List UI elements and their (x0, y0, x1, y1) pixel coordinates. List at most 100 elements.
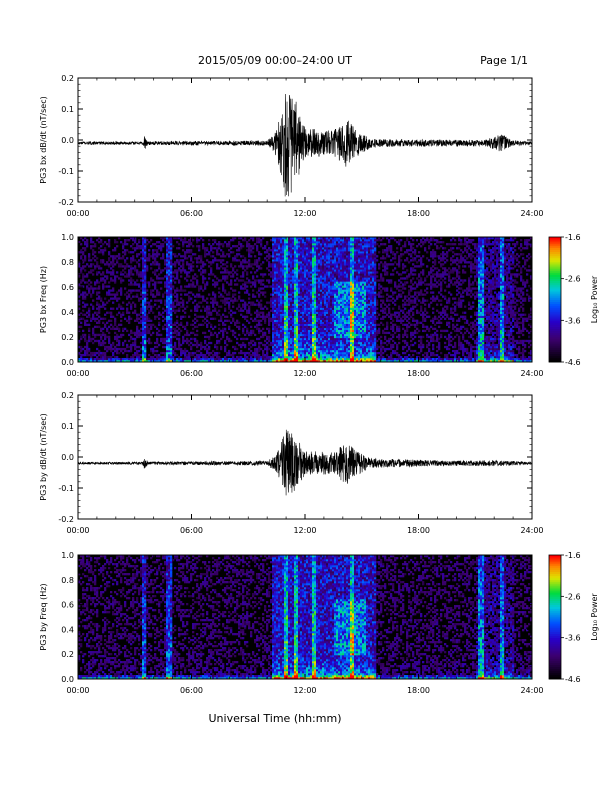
spectrogram-cell (308, 281, 311, 284)
spectrogram-cell (128, 283, 131, 286)
spectrogram-cell (312, 273, 315, 276)
spectrogram-cell (196, 261, 199, 264)
spectrogram-cell (186, 337, 189, 341)
spectrogram-cell (84, 339, 87, 343)
spectrogram-cell (278, 329, 281, 333)
spectrogram-cell (148, 341, 151, 345)
spectrogram-cell (272, 335, 275, 339)
spectrogram-cell (264, 355, 267, 359)
spectrogram-cell (180, 287, 183, 290)
spectrogram-cell (190, 267, 193, 270)
spectrogram-cell (298, 277, 301, 280)
spectrogram-cell (282, 283, 285, 286)
spectrogram-cell (280, 295, 283, 298)
spectrogram-cell (236, 337, 239, 341)
spectrogram-cell (304, 339, 307, 343)
spectrogram-cell (174, 327, 177, 331)
spectrogram-cell (336, 329, 339, 333)
spectrogram-cell (242, 275, 245, 278)
spectrogram-cell (232, 293, 235, 296)
spectrogram-cell (294, 337, 297, 341)
spectrogram-cell (332, 249, 335, 252)
spectrogram-cell (170, 351, 173, 355)
spectrogram-cell (100, 317, 103, 320)
spectrogram-cell (314, 261, 317, 264)
spectrogram-cell (330, 283, 333, 286)
spectrogram-cell (142, 337, 145, 341)
spectrogram-cell (178, 359, 181, 363)
spectrogram-cell (312, 317, 315, 320)
spectrogram-cell (330, 243, 333, 246)
spectrogram-cell (336, 323, 339, 327)
spectrogram-cell (336, 289, 339, 292)
spectrogram-cell (330, 341, 333, 345)
spectrogram-cell (322, 285, 325, 288)
spectrogram-cell (334, 249, 337, 252)
spectrogram-cell (248, 253, 251, 256)
spectrogram-cell (306, 315, 309, 318)
spectrogram-cell (166, 237, 169, 240)
spectrogram-cell (298, 349, 301, 353)
spectrogram-cell (188, 251, 191, 254)
spectrogram-cell (292, 355, 295, 359)
spectrogram-cell (110, 345, 113, 349)
spectrogram-cell (242, 279, 245, 282)
spectrogram-cell (304, 283, 307, 286)
spectrogram-cell (160, 287, 163, 290)
spectrogram-cell (274, 277, 277, 280)
spectrogram-cell (338, 321, 341, 324)
spectrogram-cell (298, 325, 301, 329)
spectrogram-cell (130, 261, 133, 264)
spectrogram-cell (228, 337, 231, 341)
spectrogram-cell (182, 357, 185, 361)
spectrogram-cell (320, 329, 323, 333)
spectrogram-cell (154, 257, 157, 260)
spectrogram-cell (260, 303, 263, 306)
spectrogram-cell (280, 253, 283, 256)
spectrogram-cell (306, 247, 309, 250)
spectrogram-cell (198, 357, 201, 361)
spectrogram-cell (80, 347, 83, 351)
spectrogram-cell (280, 297, 283, 300)
spectrogram-cell (338, 275, 341, 278)
spectrogram-cell (300, 331, 303, 335)
spectrogram-cell (330, 247, 333, 250)
spectrogram-cell (304, 325, 307, 329)
spectrogram-cell (220, 329, 223, 333)
spectrogram-cell (262, 317, 265, 320)
spectrogram-cell (106, 271, 109, 274)
spectrogram-cell (196, 341, 199, 345)
spectrogram-cell (326, 329, 329, 333)
spectrogram-cell (214, 301, 217, 304)
spectrogram-cell (228, 303, 231, 306)
spectrogram-cell (332, 299, 335, 302)
spectrogram-cell (240, 255, 243, 258)
spectrogram-cell (300, 337, 303, 341)
spectrogram-cell (168, 307, 171, 310)
spectrogram-cell (280, 339, 283, 343)
spectrogram-cell (112, 341, 115, 345)
spectrogram-cell (308, 249, 311, 252)
spectrogram-cell (314, 297, 317, 300)
spectrogram-cell (218, 253, 221, 256)
spectrogram-cell (328, 343, 331, 347)
spectrogram-cell (292, 279, 295, 282)
spectrogram-cell (304, 255, 307, 258)
spectrogram-cell (176, 295, 179, 298)
spectrogram-cell (272, 265, 275, 268)
spectrogram-cell (254, 343, 257, 347)
spectrogram-cell (326, 347, 329, 351)
spectrogram-cell (268, 359, 271, 363)
spectrogram-cell (308, 299, 311, 302)
spectrogram-cell (316, 239, 319, 242)
spectrogram-cell (130, 251, 133, 254)
spectrogram-cell (80, 337, 83, 341)
spectrogram-cell (326, 305, 329, 308)
spectrogram-cell (268, 301, 271, 304)
spectrogram-cell (226, 245, 229, 248)
spectrogram-cell (310, 289, 313, 292)
spectrogram-cell (268, 263, 271, 266)
spectrogram-cell (312, 345, 315, 349)
spectrogram-cell (230, 279, 233, 282)
spectrogram-cell (86, 239, 89, 242)
